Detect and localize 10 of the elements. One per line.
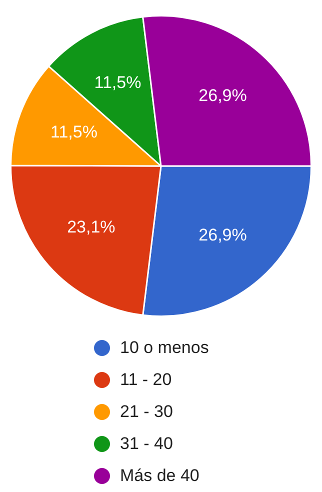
- legend-label: 21 - 30: [120, 402, 173, 422]
- legend-label: 31 - 40: [120, 434, 173, 454]
- data-label: 23,1%: [67, 217, 116, 236]
- legend-label: 10 o menos: [120, 338, 209, 358]
- data-label: 11,5%: [94, 73, 142, 92]
- data-label: 26,9%: [198, 86, 247, 105]
- legend-label: 11 - 20: [120, 370, 172, 390]
- data-label: 11,5%: [50, 122, 98, 142]
- data-label: 26,9%: [198, 225, 247, 244]
- legend-label: Más de 40: [120, 466, 200, 486]
